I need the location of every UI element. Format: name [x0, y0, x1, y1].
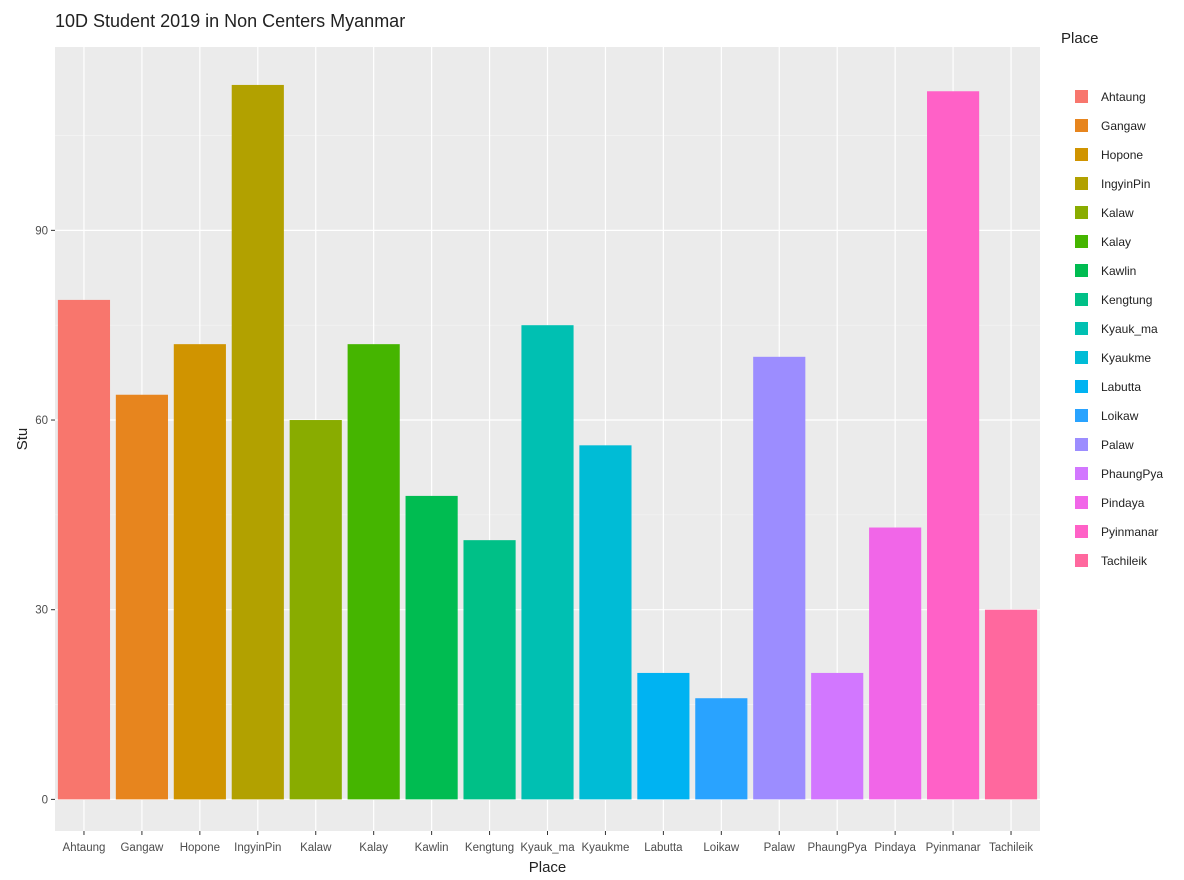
- x-tick-label: Labutta: [644, 842, 683, 854]
- legend-entry-label: PhaungPya: [1101, 467, 1163, 481]
- bar-phaungpya: [811, 672, 864, 800]
- bar-labutta: [637, 672, 690, 800]
- legend-swatch: [1075, 409, 1088, 422]
- bars: [57, 84, 1038, 800]
- x-tick-label: Gangaw: [120, 842, 164, 854]
- y-tick-label: 60: [35, 415, 48, 427]
- legend-entry-label: Gangaw: [1101, 119, 1146, 133]
- bar-kalay: [347, 344, 400, 800]
- legend-entry-label: Ahtaung: [1101, 90, 1146, 104]
- y-tick-label: 30: [35, 605, 48, 617]
- legend-swatch: [1075, 467, 1088, 480]
- legend-swatch: [1075, 293, 1088, 306]
- legend-swatch: [1075, 206, 1088, 219]
- y-axis: 0 30 60 90: [35, 225, 55, 806]
- x-tick-label: Kalaw: [300, 842, 332, 854]
- x-tick-label: Ahtaung: [63, 842, 106, 854]
- x-tick-label: Pyinmanar: [926, 842, 981, 854]
- x-tick-label: Kawlin: [415, 842, 449, 854]
- bar-ingyinpin: [231, 84, 284, 800]
- x-tick-label: PhaungPya: [807, 842, 867, 854]
- x-tick-label: Hopone: [180, 842, 220, 854]
- y-axis-title: Stu: [14, 428, 31, 451]
- legend-swatch: [1075, 264, 1088, 277]
- legend-swatch: [1075, 351, 1088, 364]
- x-tick-label: Kalay: [359, 842, 388, 854]
- x-tick-label: Kengtung: [465, 842, 514, 854]
- bar-loikaw: [695, 698, 748, 800]
- legend-swatch: [1075, 177, 1088, 190]
- bar-ahtaung: [57, 299, 111, 800]
- bar-tachileik: [984, 609, 1038, 800]
- legend-entry-label: Palaw: [1101, 438, 1134, 452]
- legend-entry-label: IngyinPin: [1101, 177, 1150, 191]
- bar-kawlin: [405, 495, 458, 800]
- legend-swatch: [1075, 148, 1088, 161]
- bar-kyauk_ma: [521, 325, 574, 800]
- bar-pyinmanar: [927, 91, 980, 800]
- legend-swatch: [1075, 119, 1088, 132]
- x-tick-label: Loikaw: [703, 842, 739, 854]
- y-tick-label: 0: [42, 794, 48, 806]
- legend-title: Place: [1061, 30, 1099, 47]
- x-axis: Ahtaung Gangaw Hopone IngyinPin Kalaw Kalay Ka…: [63, 831, 1033, 854]
- legend-swatch: [1075, 322, 1088, 335]
- legend-entry-label: Kawlin: [1101, 264, 1136, 278]
- legend: Place Ahtaung Gangaw Hopone IngyinPin Kalaw K…: [1061, 30, 1163, 568]
- legend-swatch: [1075, 235, 1088, 248]
- x-tick-label: Kyaukme: [581, 842, 629, 854]
- legend-entry-label: Kalay: [1101, 235, 1131, 249]
- x-tick-label: Kyauk_ma: [520, 842, 575, 854]
- legend-entry-label: Kalaw: [1101, 206, 1134, 220]
- legend-swatch: [1075, 554, 1088, 567]
- legend-swatch: [1075, 496, 1088, 509]
- y-tick-label: 90: [35, 225, 48, 237]
- legend-entry-label: Tachileik: [1101, 554, 1148, 568]
- bar-hopone: [173, 344, 226, 800]
- x-tick-label: Palaw: [764, 842, 796, 854]
- x-tick-label: IngyinPin: [234, 842, 281, 854]
- bar-pindaya: [869, 527, 922, 800]
- legend-swatch: [1075, 380, 1088, 393]
- legend-entry-label: Kengtung: [1101, 293, 1152, 307]
- legend-entry-label: Hopone: [1101, 148, 1143, 162]
- bar-kengtung: [463, 540, 516, 800]
- legend-entry-label: Kyauk_ma: [1101, 322, 1158, 336]
- legend-entry-label: Pindaya: [1101, 496, 1145, 510]
- legend-entry-label: Kyaukme: [1101, 351, 1151, 365]
- legend-entry-label: Pyinmanar: [1101, 525, 1158, 539]
- x-axis-title: Place: [529, 859, 567, 876]
- bar-kalaw: [289, 420, 342, 800]
- bar-gangaw: [115, 394, 168, 800]
- x-tick-label: Pindaya: [874, 842, 916, 854]
- legend-swatch: [1075, 438, 1088, 451]
- chart-title: 10D Student 2019 in Non Centers Myanmar: [55, 11, 405, 31]
- legend-entry-label: Loikaw: [1101, 409, 1139, 423]
- x-tick-label: Tachileik: [989, 842, 1033, 854]
- legend-entry-label: Labutta: [1101, 380, 1141, 394]
- legend-swatch: [1075, 90, 1088, 103]
- legend-swatch: [1075, 525, 1088, 538]
- bar-kyaukme: [579, 445, 632, 800]
- bar-palaw: [753, 356, 806, 800]
